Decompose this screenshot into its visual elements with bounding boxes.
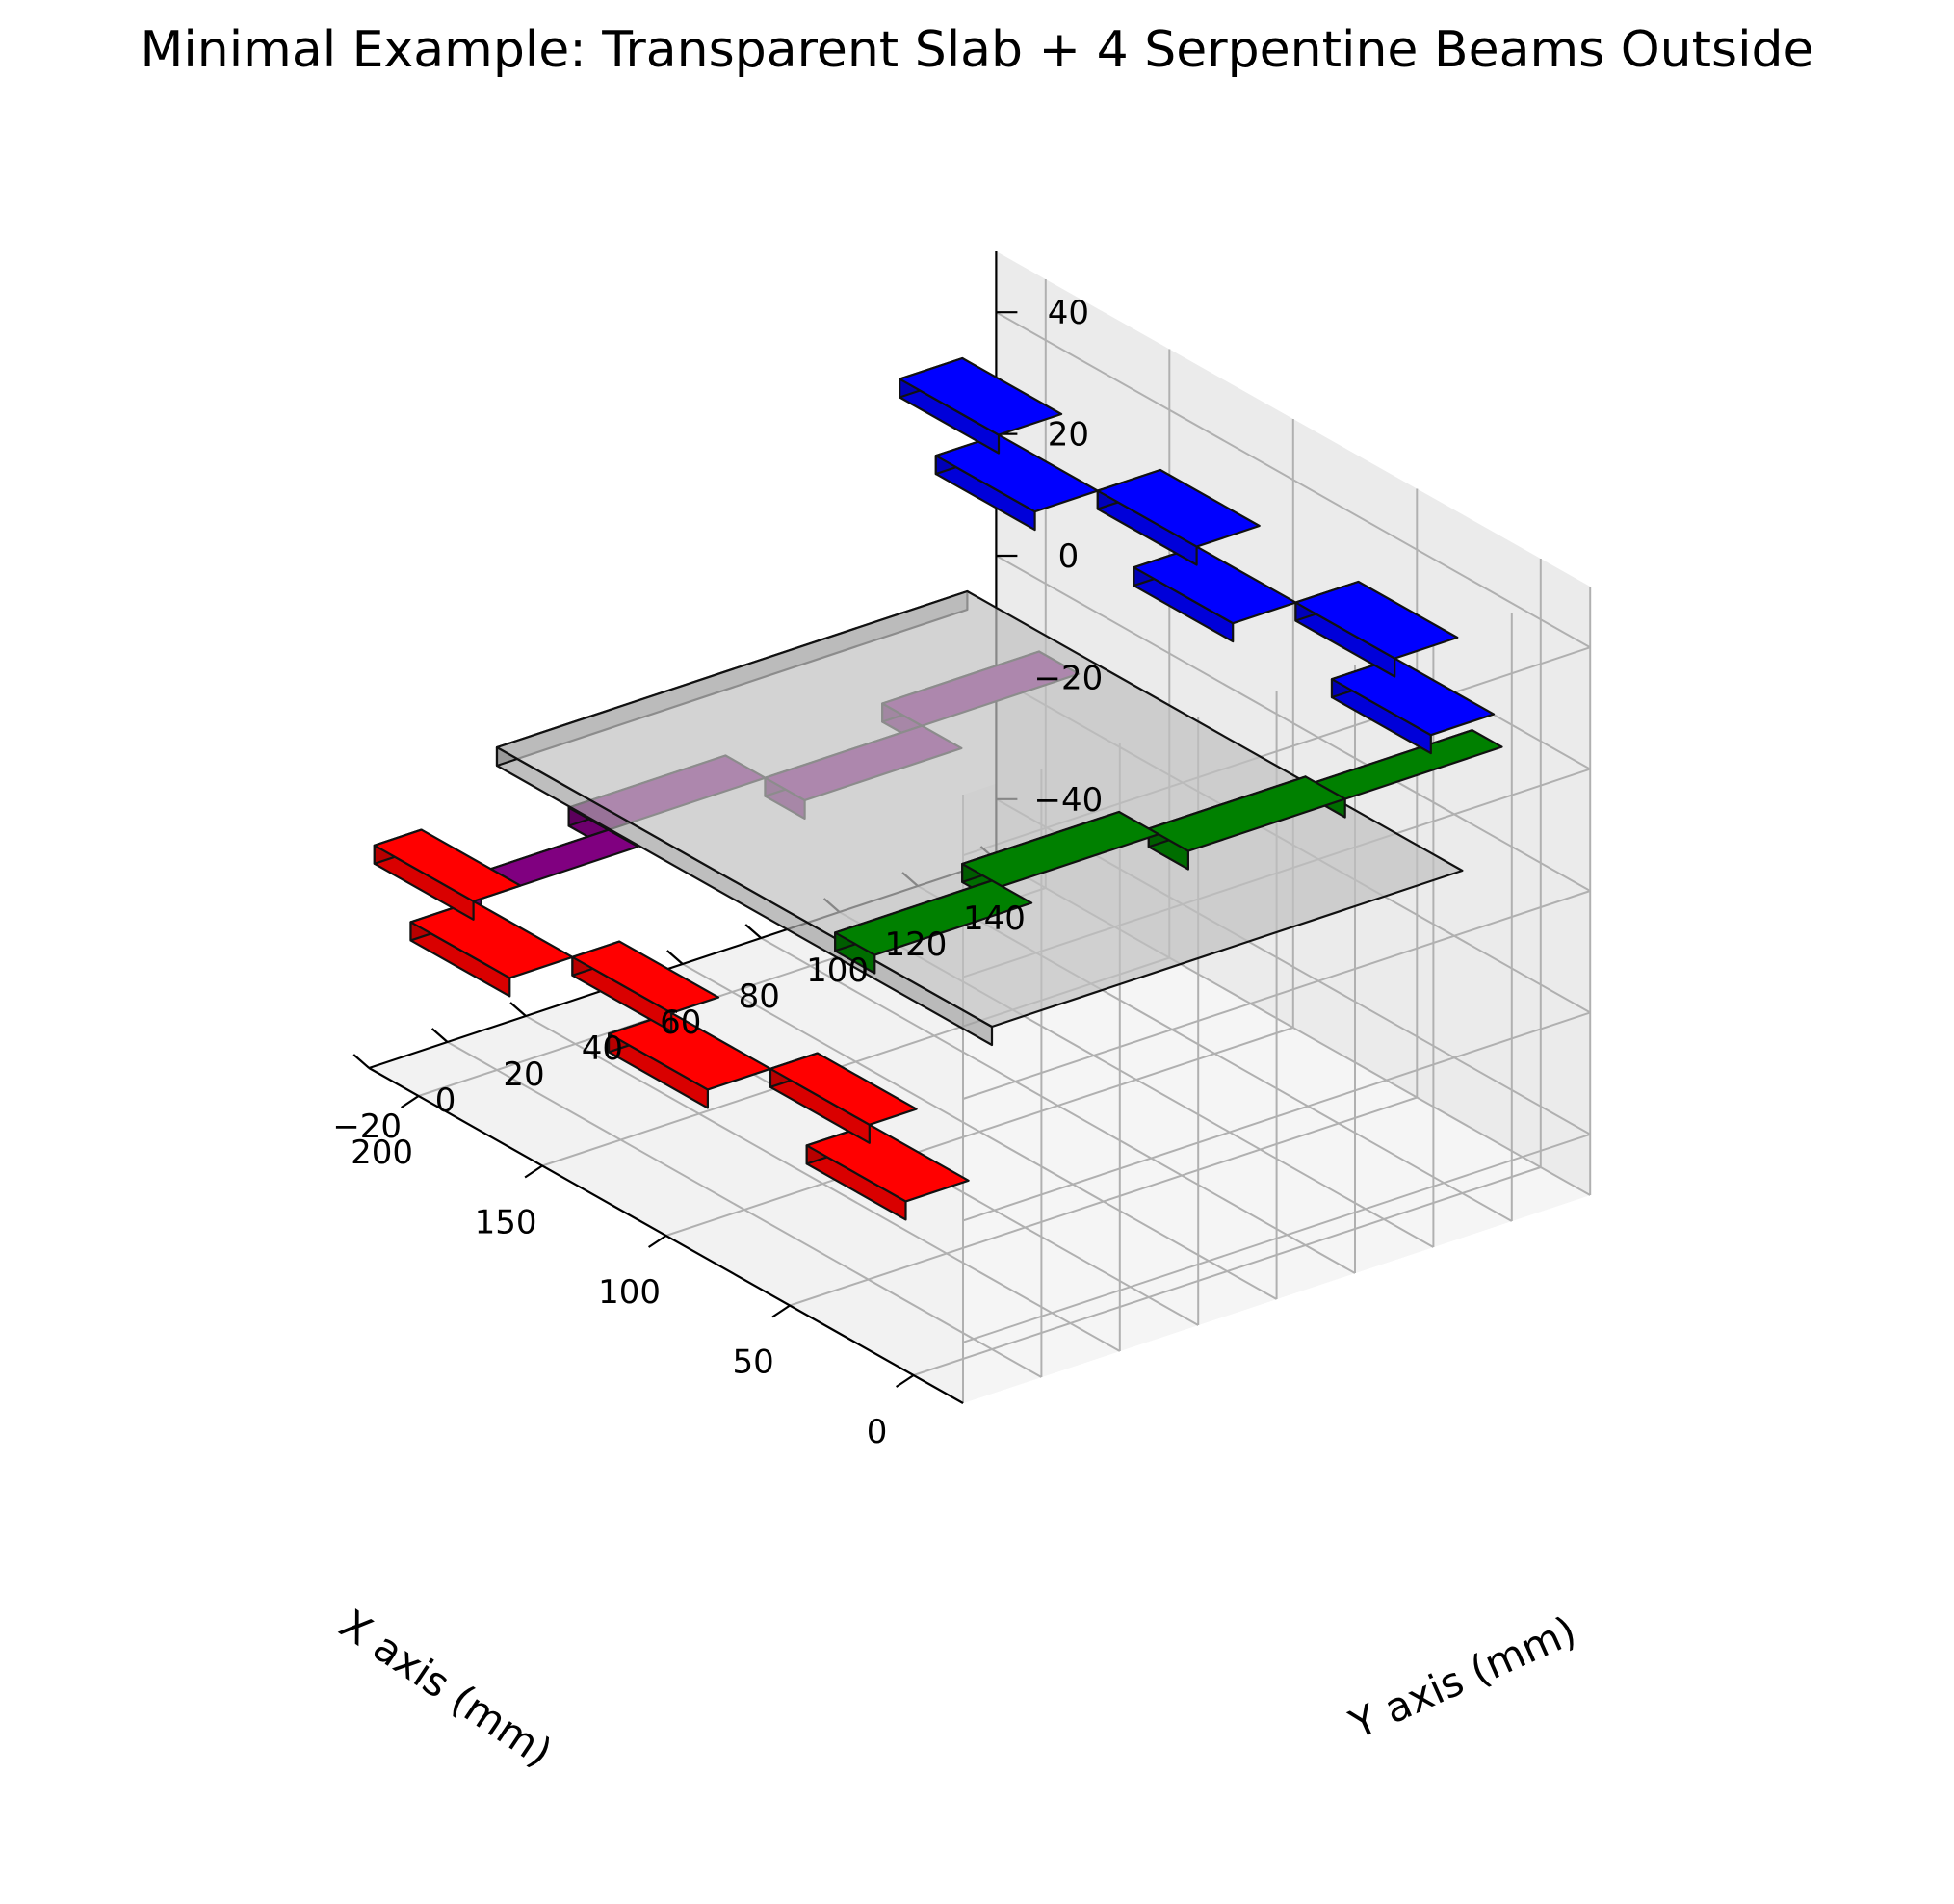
- green-beam-segment: [834, 879, 1033, 975]
- y-tick: [509, 1002, 527, 1017]
- blue-beam-segment: [1096, 468, 1261, 566]
- y-grid-floor: [525, 1015, 1121, 1352]
- y-tick-label: 140: [963, 900, 1026, 938]
- y-grid-floor: [682, 963, 1278, 1300]
- red-beam-segment: [409, 900, 574, 998]
- red-beam-segment: [571, 940, 720, 1032]
- x-tick-label: 150: [475, 1204, 537, 1242]
- z-grid-back: [962, 890, 1591, 1100]
- y-tick-label: −20: [332, 1108, 402, 1146]
- y-tick: [744, 924, 762, 939]
- blue-beam-segment: [1294, 580, 1459, 678]
- z-grid-side: [995, 311, 1591, 649]
- tick-labels: 050100150200−20020406080100120140−40−200…: [332, 294, 1103, 1451]
- y-grid-floor: [760, 937, 1356, 1274]
- chart-title: Minimal Example: Transparent Slab + 4 Se…: [140, 21, 1814, 79]
- z-tick-label: −20: [1034, 659, 1104, 697]
- y-tick: [430, 1028, 449, 1043]
- x-axis-label: X axis (mm): [331, 1601, 560, 1777]
- y-axis-label: Y axis (mm): [1342, 1606, 1583, 1748]
- x-tick-label: 200: [351, 1134, 413, 1172]
- y-tick-label: 40: [582, 1030, 623, 1068]
- y-tick: [666, 950, 684, 965]
- y-grid-floor: [447, 1041, 1042, 1378]
- y-tick-label: 60: [660, 1004, 701, 1042]
- x-tick: [895, 1374, 915, 1388]
- x-tick-label: 50: [732, 1343, 773, 1382]
- plot-boxes: [373, 356, 1503, 1221]
- green-beam-segment: [1147, 775, 1346, 871]
- red-beam-segment: [373, 828, 522, 921]
- z-grid-side: [995, 555, 1591, 892]
- y-tick-label: 0: [435, 1082, 456, 1120]
- z-tick-label: 40: [1048, 294, 1089, 332]
- y-tick-label: 80: [739, 978, 780, 1016]
- x-tick: [400, 1095, 420, 1108]
- y-tick-label: 20: [503, 1056, 544, 1094]
- red-beam-segment: [607, 1011, 772, 1109]
- y-tick-label: 120: [885, 926, 948, 964]
- z-grid-back: [962, 1133, 1591, 1343]
- x-tick: [647, 1235, 667, 1248]
- y-tick-label: 100: [806, 952, 869, 990]
- z-tick-label: 0: [1058, 537, 1080, 576]
- blue-beam-segment: [899, 356, 1063, 455]
- z-grid-back: [962, 1011, 1591, 1222]
- z-tick-label: −40: [1034, 781, 1104, 820]
- x-tick: [524, 1164, 543, 1179]
- x-tick-label: 0: [867, 1413, 888, 1451]
- z-tick-label: 20: [1048, 416, 1089, 455]
- x-tick: [771, 1304, 791, 1318]
- y-tick: [352, 1054, 370, 1069]
- x-tick-label: 100: [598, 1273, 661, 1312]
